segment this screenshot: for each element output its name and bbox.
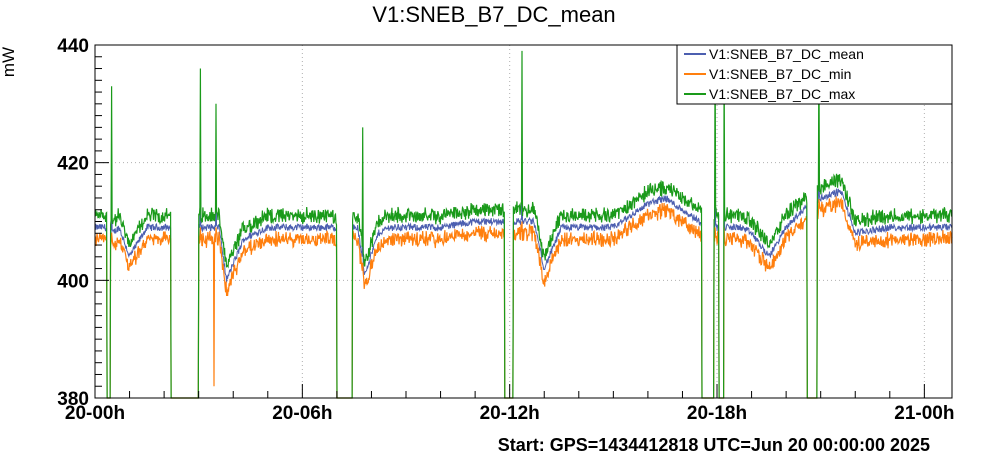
legend-label-mean: V1:SNEB_B7_DC_mean (709, 46, 864, 62)
y-tick-label: 400 (57, 271, 89, 292)
series-line-mean (94, 122, 953, 399)
legend-label-max: V1:SNEB_B7_DC_max (709, 86, 855, 102)
axes: 380 400 420 440 20-00h 20-06h 20-12h 20-18h 21-0… (57, 36, 954, 424)
y-tick-label: 380 (57, 389, 89, 410)
start-time-label: Start: GPS=1434412818 UTC=Jun 20 00:00:0… (498, 435, 930, 455)
x-tick-label: 20-06h (272, 403, 332, 424)
x-tick-label: 21-00h (894, 403, 954, 424)
y-tick-label: 440 (57, 36, 89, 57)
series-line-min (94, 196, 953, 399)
legend-label-min: V1:SNEB_B7_DC_min (709, 66, 851, 82)
legend: V1:SNEB_B7_DC_mean V1:SNEB_B7_DC_min V1:… (676, 44, 953, 105)
x-tick-label: 20-00h (65, 403, 125, 424)
x-tick-label: 20-18h (687, 403, 747, 424)
x-tick-label: 20-12h (480, 403, 540, 424)
y-tick-label: 420 (57, 154, 89, 175)
legend-box (676, 44, 953, 105)
y-axis-label: mW (0, 47, 18, 77)
chart-title: V1:SNEB_B7_DC_mean (372, 2, 615, 27)
